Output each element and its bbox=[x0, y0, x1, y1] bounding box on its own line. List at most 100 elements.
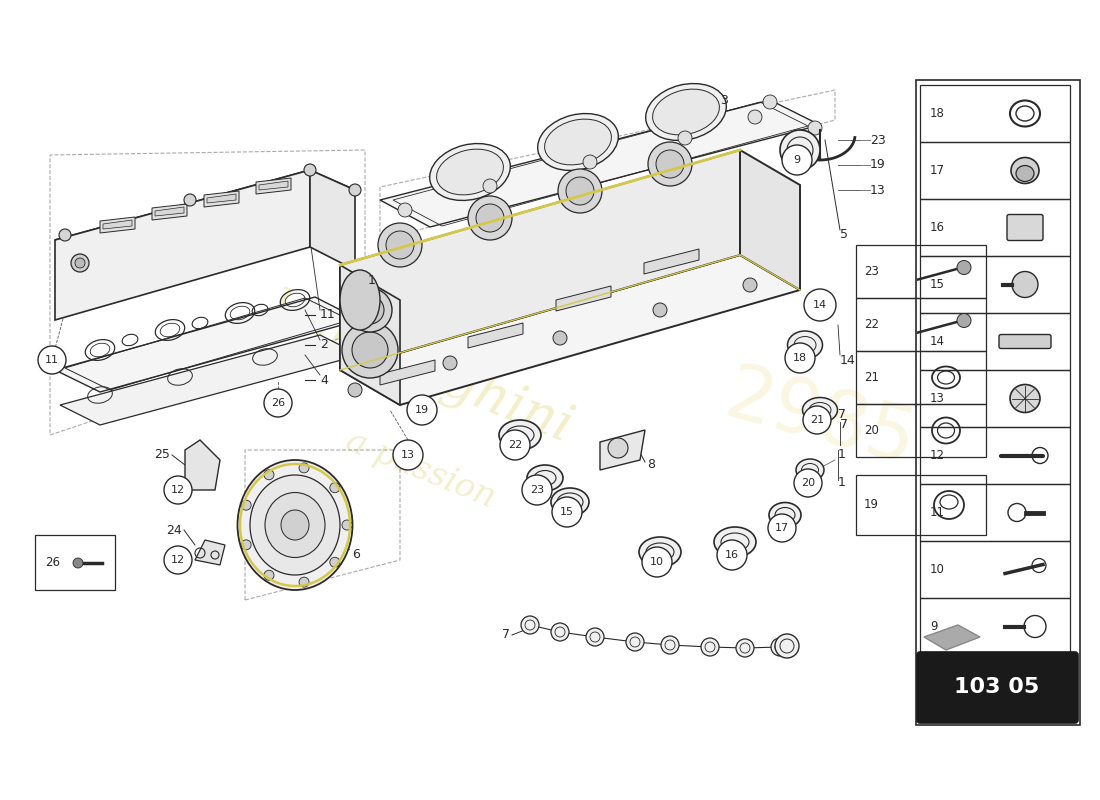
Circle shape bbox=[349, 184, 361, 196]
Bar bbox=[916, 80, 1080, 725]
Text: 22: 22 bbox=[864, 318, 879, 331]
Bar bbox=[920, 541, 1070, 598]
Text: 4: 4 bbox=[320, 374, 328, 386]
Circle shape bbox=[522, 475, 552, 505]
Circle shape bbox=[586, 628, 604, 646]
Bar bbox=[920, 313, 1070, 370]
Text: 21: 21 bbox=[810, 415, 824, 425]
Text: 8: 8 bbox=[647, 458, 654, 471]
Ellipse shape bbox=[340, 270, 379, 330]
Polygon shape bbox=[379, 100, 820, 227]
Text: 22: 22 bbox=[508, 440, 522, 450]
Bar bbox=[856, 475, 986, 535]
Polygon shape bbox=[340, 265, 400, 405]
Circle shape bbox=[552, 497, 582, 527]
Text: 14: 14 bbox=[813, 300, 827, 310]
Polygon shape bbox=[55, 297, 360, 392]
Text: 13: 13 bbox=[930, 392, 945, 405]
Circle shape bbox=[75, 258, 85, 268]
Ellipse shape bbox=[769, 502, 801, 527]
Text: 11: 11 bbox=[45, 355, 59, 365]
Circle shape bbox=[768, 514, 796, 542]
Circle shape bbox=[803, 406, 830, 434]
Polygon shape bbox=[207, 194, 236, 203]
Ellipse shape bbox=[639, 537, 681, 567]
Circle shape bbox=[304, 164, 316, 176]
Circle shape bbox=[342, 322, 398, 378]
Polygon shape bbox=[600, 430, 645, 470]
Ellipse shape bbox=[527, 465, 563, 491]
Ellipse shape bbox=[551, 488, 588, 516]
FancyBboxPatch shape bbox=[999, 334, 1050, 349]
Circle shape bbox=[742, 278, 757, 292]
Text: 19: 19 bbox=[864, 498, 879, 511]
Text: 15: 15 bbox=[930, 278, 945, 291]
FancyBboxPatch shape bbox=[917, 652, 1078, 723]
Polygon shape bbox=[340, 150, 740, 370]
Circle shape bbox=[583, 155, 597, 169]
Text: 23: 23 bbox=[530, 485, 544, 495]
Ellipse shape bbox=[646, 83, 726, 141]
Circle shape bbox=[443, 356, 456, 370]
Text: 7: 7 bbox=[838, 409, 846, 422]
Circle shape bbox=[241, 540, 251, 550]
Circle shape bbox=[348, 288, 392, 332]
Text: 13: 13 bbox=[870, 183, 886, 197]
Circle shape bbox=[264, 389, 292, 417]
Text: 25: 25 bbox=[154, 449, 170, 462]
Circle shape bbox=[763, 95, 777, 109]
Text: 26: 26 bbox=[45, 557, 60, 570]
Circle shape bbox=[468, 196, 512, 240]
Circle shape bbox=[701, 638, 719, 656]
Text: 10: 10 bbox=[650, 557, 664, 567]
Text: 12: 12 bbox=[930, 449, 945, 462]
Text: 16: 16 bbox=[930, 221, 945, 234]
Polygon shape bbox=[55, 170, 310, 320]
Text: 103 05: 103 05 bbox=[955, 677, 1040, 697]
Bar bbox=[920, 199, 1070, 256]
Polygon shape bbox=[924, 625, 980, 650]
Circle shape bbox=[776, 634, 799, 658]
Circle shape bbox=[957, 261, 971, 274]
Polygon shape bbox=[55, 170, 355, 262]
Circle shape bbox=[378, 223, 422, 267]
Text: 5: 5 bbox=[840, 229, 848, 242]
Ellipse shape bbox=[652, 89, 719, 135]
Circle shape bbox=[184, 194, 196, 206]
Polygon shape bbox=[556, 286, 610, 311]
Text: 18: 18 bbox=[793, 353, 807, 363]
Text: 26: 26 bbox=[271, 398, 285, 408]
Text: 9: 9 bbox=[930, 620, 937, 633]
Ellipse shape bbox=[437, 149, 504, 195]
Circle shape bbox=[736, 639, 754, 657]
Ellipse shape bbox=[803, 398, 837, 422]
Circle shape bbox=[72, 254, 89, 272]
Circle shape bbox=[808, 121, 822, 135]
Circle shape bbox=[393, 440, 424, 470]
Text: 11: 11 bbox=[320, 309, 336, 322]
Text: 1: 1 bbox=[368, 274, 376, 286]
Bar bbox=[920, 484, 1070, 541]
Text: a passion: a passion bbox=[341, 426, 499, 514]
Bar bbox=[35, 535, 116, 590]
Polygon shape bbox=[185, 440, 220, 490]
Circle shape bbox=[558, 169, 602, 213]
Bar bbox=[920, 85, 1070, 142]
Text: 7: 7 bbox=[502, 629, 510, 642]
Polygon shape bbox=[256, 178, 292, 194]
Text: 17: 17 bbox=[774, 523, 789, 533]
Polygon shape bbox=[644, 249, 698, 274]
Circle shape bbox=[476, 204, 504, 232]
Text: 19: 19 bbox=[415, 405, 429, 415]
Ellipse shape bbox=[499, 420, 541, 450]
Circle shape bbox=[299, 577, 309, 587]
Circle shape bbox=[483, 179, 497, 193]
Text: 1: 1 bbox=[838, 447, 846, 461]
Text: 17: 17 bbox=[930, 164, 945, 177]
Text: 14: 14 bbox=[840, 354, 856, 366]
Bar bbox=[856, 404, 986, 457]
Ellipse shape bbox=[544, 119, 612, 165]
Circle shape bbox=[782, 145, 812, 175]
Circle shape bbox=[608, 438, 628, 458]
Ellipse shape bbox=[1016, 166, 1034, 182]
